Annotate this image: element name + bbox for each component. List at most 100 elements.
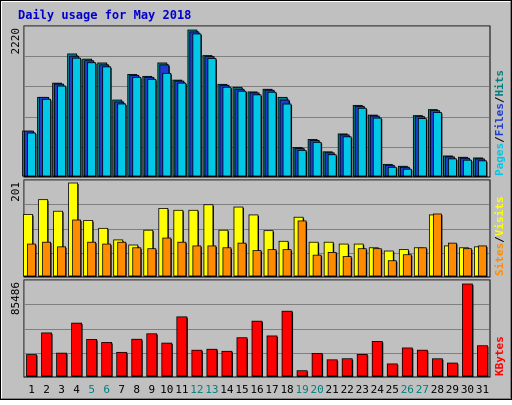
day-label: 26 [401,383,414,396]
legend-sites: Sites [493,243,506,276]
pages-bar-day-5 [87,62,97,177]
kbytes-bar-day-19 [296,370,308,377]
pages-bar-day-9 [147,78,157,177]
day-label: 1 [28,383,35,396]
pages-bar-day-12 [192,33,202,177]
pages-bar-day-25 [387,166,397,177]
kbytes-bar-day-8 [131,338,143,377]
day-label: 17 [265,383,278,396]
day-label: 21 [326,383,339,396]
sites-bar-day-11 [177,241,187,277]
kbytes-bar-day-15 [236,337,248,377]
kbytes-bar-day-13 [206,348,218,377]
sites-bar-day-18 [282,249,292,277]
chart-title: Daily usage for May 2018 [18,8,191,22]
day-label: 11 [175,383,188,396]
kbytes-bar-day-29 [447,362,458,377]
day-label: 19 [295,383,308,396]
sites-bar-day-6 [102,243,112,277]
kbytes-bar-day-12 [191,349,203,377]
pages-bar-day-6 [102,66,112,177]
day-label: 22 [341,383,354,396]
sites-bar-day-15 [237,242,247,277]
sites-bar-day-21 [327,252,337,277]
kbytes-bar-day-16 [251,320,263,377]
sites-bar-day-12 [192,245,202,277]
kbytes-bar-day-21 [326,359,338,377]
kbytes-bar-day-1 [26,354,37,377]
pages-bar-day-10 [162,72,172,177]
pages-bar-day-16 [252,94,262,177]
pages-bar-day-31 [478,160,487,177]
pages-bar-day-1 [27,132,36,177]
sites-bar-day-4 [72,219,82,277]
sites-bar-day-31 [478,245,487,277]
sites-bar-day-5 [87,241,97,277]
pages-bar-day-22 [342,136,352,177]
pages-bar-day-4 [72,57,82,177]
sites-bar-day-22 [342,256,352,277]
day-label: 30 [461,383,474,396]
sites-bar-day-13 [207,245,217,277]
day-label: 23 [356,383,369,396]
hits-y-max-label: 2220 [9,28,22,55]
pages-bar-day-20 [312,141,322,177]
visits-legend: Sites/Visits [493,197,506,277]
pages-bar-day-19 [297,150,307,177]
pages-bar-day-30 [463,159,472,177]
pages-bar-day-27 [417,118,427,177]
day-label: 25 [386,383,399,396]
kbytes-bar-day-31 [477,345,488,377]
kbytes-bar-day-20 [311,352,323,377]
legend-separator: / [493,236,506,243]
kbytes-bar-day-10 [161,342,173,377]
legend-hits: Hits [493,70,506,97]
day-label: 24 [371,383,385,396]
kbytes-bar-day-23 [356,353,368,377]
pages-bar-day-11 [177,82,187,177]
sites-bar-day-1 [27,243,36,277]
day-label: 10 [160,383,173,396]
pages-bar-day-14 [222,86,232,177]
kbytes-bar-day-3 [56,352,67,377]
kbytes-bar-day-28 [431,358,443,377]
sites-bar-day-26 [402,254,412,277]
kbytes-bar-day-11 [176,316,188,377]
sites-bar-day-10 [162,237,172,277]
legend-separator: / [493,96,506,103]
kbytes-bar-day-30 [462,283,473,377]
sites-bar-day-29 [448,242,457,277]
visits-y-max-label: 201 [9,182,22,202]
day-label: 3 [58,383,65,396]
sites-bar-day-30 [463,248,472,277]
day-label: 18 [280,383,293,396]
legend-pages: Pages [493,143,506,176]
pages-bar-day-23 [357,107,367,177]
pages-bar-day-28 [432,112,442,177]
day-label: 8 [133,383,140,396]
pages-bar-day-7 [117,103,127,177]
pages-bar-day-13 [207,58,217,177]
legend-kbytes: KBytes [493,336,506,376]
sites-bar-day-8 [132,247,142,277]
sites-bar-day-25 [387,260,397,277]
sites-bar-day-20 [312,254,322,277]
pages-bar-day-15 [237,90,247,177]
day-label: 13 [205,383,218,396]
legend-separator: / [493,136,506,143]
day-label: 29 [446,383,459,396]
hits-legend: Pages/Files/Hits [493,70,506,176]
pages-bar-day-26 [402,168,412,177]
kbytes-bar-day-14 [221,350,233,377]
pages-bar-day-3 [57,85,66,177]
kbytes-bar-day-27 [416,349,428,377]
pages-bar-day-2 [42,98,51,177]
day-label: 16 [250,383,263,396]
pages-bar-day-18 [282,103,292,177]
pages-bar-day-29 [448,158,457,177]
pages-bar-day-8 [132,76,142,177]
legend-files: Files [493,103,506,136]
kbytes-bar-day-4 [71,322,83,377]
day-label: 15 [235,383,248,396]
sites-bar-day-3 [57,246,66,277]
